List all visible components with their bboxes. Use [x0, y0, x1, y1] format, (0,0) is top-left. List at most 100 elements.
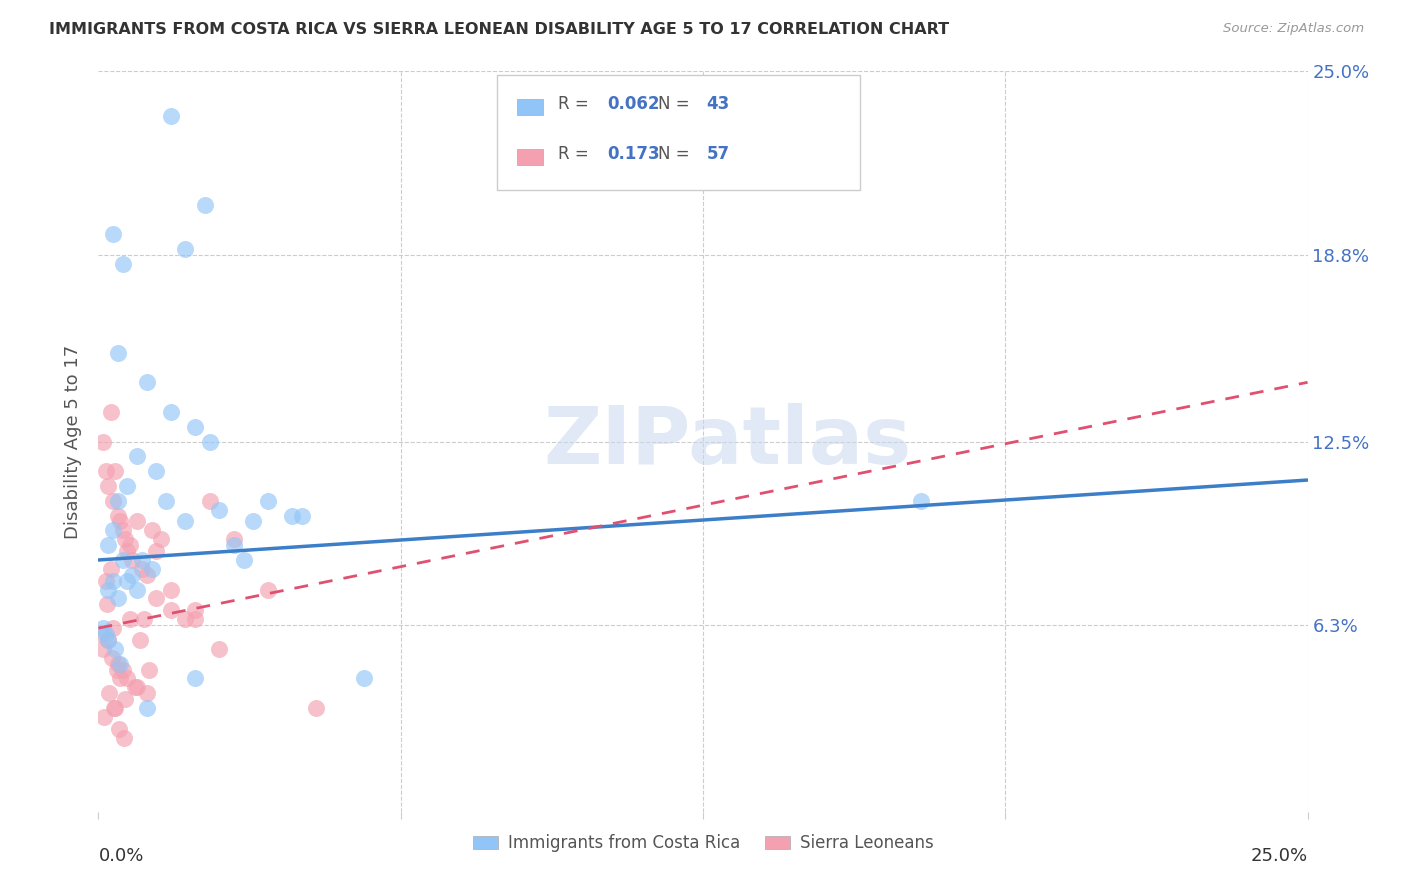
Point — [105, 663, 128, 677]
Point — [117, 544, 139, 558]
Point — [353, 672, 375, 686]
Point — [290, 508, 312, 523]
Point — [131, 553, 153, 567]
Point — [198, 493, 221, 508]
Point — [93, 710, 115, 724]
Point — [111, 257, 134, 271]
Point — [91, 641, 114, 656]
Point — [111, 663, 134, 677]
Point — [121, 567, 143, 582]
Point — [141, 524, 163, 538]
Point — [111, 553, 134, 567]
Text: 0.173: 0.173 — [607, 145, 659, 163]
Point — [97, 538, 120, 552]
Point — [107, 591, 129, 606]
Point — [101, 227, 124, 242]
Point — [112, 731, 135, 745]
Point — [222, 538, 245, 552]
Point — [184, 612, 207, 626]
Point — [184, 672, 207, 686]
Point — [94, 464, 117, 478]
Point — [184, 603, 207, 617]
Point — [256, 493, 278, 508]
Point — [232, 553, 254, 567]
Point — [135, 686, 157, 700]
Point — [94, 574, 117, 588]
Text: 0.062: 0.062 — [607, 95, 659, 113]
Point — [97, 632, 120, 647]
Text: IMMIGRANTS FROM COSTA RICA VS SIERRA LEONEAN DISABILITY AGE 5 TO 17 CORRELATION : IMMIGRANTS FROM COSTA RICA VS SIERRA LEO… — [49, 22, 949, 37]
Point — [97, 582, 120, 597]
Point — [101, 493, 124, 508]
Point — [94, 627, 117, 641]
Point — [124, 681, 146, 695]
Point — [174, 242, 197, 256]
Point — [91, 434, 114, 449]
Point — [256, 582, 278, 597]
Point — [104, 701, 127, 715]
Point — [97, 632, 120, 647]
Text: 25.0%: 25.0% — [1250, 847, 1308, 865]
Point — [141, 562, 163, 576]
Point — [108, 515, 131, 529]
Point — [135, 567, 157, 582]
Point — [108, 672, 131, 686]
Y-axis label: Disability Age 5 to 17: Disability Age 5 to 17 — [65, 344, 83, 539]
Point — [174, 515, 197, 529]
Text: ZIPatlas: ZIPatlas — [543, 402, 911, 481]
Point — [208, 641, 231, 656]
Point — [118, 538, 141, 552]
Text: R =: R = — [558, 95, 593, 113]
Point — [135, 701, 157, 715]
Point — [108, 657, 131, 671]
Point — [127, 450, 149, 464]
Point — [155, 493, 177, 508]
Point — [174, 612, 197, 626]
Point — [91, 621, 114, 635]
Legend: Immigrants from Costa Rica, Sierra Leoneans: Immigrants from Costa Rica, Sierra Leone… — [465, 828, 941, 859]
Point — [160, 603, 183, 617]
Point — [100, 405, 122, 419]
Text: 0.0%: 0.0% — [98, 847, 143, 865]
FancyBboxPatch shape — [498, 75, 860, 190]
Point — [100, 562, 122, 576]
Text: N =: N = — [658, 145, 695, 163]
Point — [184, 419, 207, 434]
Point — [281, 508, 304, 523]
Point — [138, 663, 160, 677]
Point — [145, 591, 167, 606]
Point — [114, 533, 136, 547]
Point — [104, 464, 127, 478]
Point — [242, 515, 264, 529]
Point — [145, 544, 167, 558]
Point — [107, 345, 129, 359]
Point — [90, 627, 112, 641]
Point — [104, 641, 127, 656]
Point — [101, 524, 124, 538]
Bar — [517, 99, 543, 115]
Point — [117, 479, 139, 493]
Point — [117, 672, 139, 686]
Bar — [517, 149, 543, 165]
Point — [107, 722, 129, 736]
Point — [131, 562, 153, 576]
Point — [150, 533, 173, 547]
Point — [160, 109, 183, 123]
Point — [127, 582, 149, 597]
Point — [128, 632, 150, 647]
Point — [103, 701, 125, 715]
Point — [117, 574, 139, 588]
Point — [121, 553, 143, 567]
Point — [194, 197, 217, 211]
Text: N =: N = — [658, 95, 695, 113]
Point — [97, 479, 120, 493]
Point — [107, 657, 129, 671]
Text: 57: 57 — [707, 145, 730, 163]
Point — [96, 598, 118, 612]
Point — [145, 464, 167, 478]
Point — [198, 434, 221, 449]
Text: R =: R = — [558, 145, 593, 163]
Point — [222, 533, 245, 547]
Point — [101, 621, 124, 635]
Point — [107, 493, 129, 508]
